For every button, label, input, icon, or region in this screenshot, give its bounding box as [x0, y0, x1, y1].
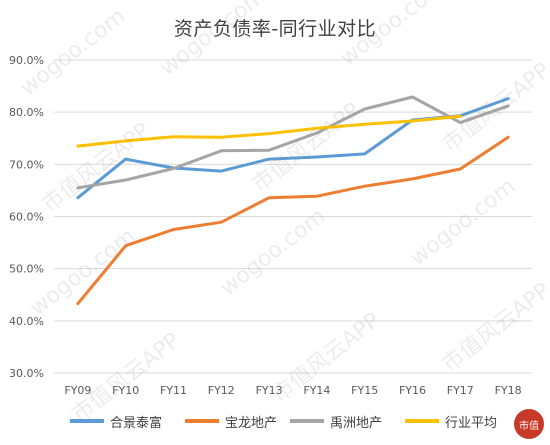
legend-label: 禹洲地产: [330, 415, 383, 431]
x-tick-label: FY12: [208, 384, 235, 397]
y-tick-label: 50.0%: [9, 263, 44, 276]
series-line-4: [76, 114, 462, 148]
x-tick-label: FY17: [447, 384, 474, 397]
x-tick-label: FY09: [64, 384, 91, 397]
y-tick-label: 90.0%: [9, 54, 44, 67]
legend-item: 行业平均: [405, 410, 497, 432]
legend-label: 合景泰富: [110, 415, 163, 431]
legend-item: 禹洲地产: [290, 410, 382, 432]
legend-item: 合景泰富: [70, 410, 162, 432]
legend-swatch: [70, 419, 104, 423]
y-tick-label: 70.0%: [9, 158, 44, 171]
legend-swatch: [290, 419, 324, 423]
series-line-3: [76, 95, 510, 190]
x-tick-label: FY11: [160, 384, 187, 397]
y-tick-label: 80.0%: [9, 106, 44, 119]
legend-swatch: [405, 419, 439, 423]
x-tick-label: FY10: [112, 384, 139, 397]
y-tick-label: 40.0%: [9, 315, 44, 328]
legend-label: 宝龙地产: [225, 415, 278, 431]
brand-logo: 市值: [514, 409, 544, 439]
x-tick-label: FY18: [495, 384, 522, 397]
y-tick-label: 30.0%: [9, 367, 44, 380]
series-line-2: [76, 135, 510, 306]
legend-swatch: [185, 419, 219, 423]
legend-item: 宝龙地产: [185, 410, 277, 432]
chart-title: 资产负债率-同行业对比: [173, 18, 377, 40]
x-tick-label: FY13: [256, 384, 283, 397]
chart-legend: 合景泰富 宝龙地产 禹洲地产 行业平均: [0, 410, 550, 432]
x-tick-label: FY14: [303, 384, 330, 397]
x-tick-label: FY16: [399, 384, 426, 397]
legend-label: 行业平均: [445, 415, 498, 431]
x-tick-label: FY15: [351, 384, 378, 397]
y-tick-label: 60.0%: [9, 211, 44, 224]
